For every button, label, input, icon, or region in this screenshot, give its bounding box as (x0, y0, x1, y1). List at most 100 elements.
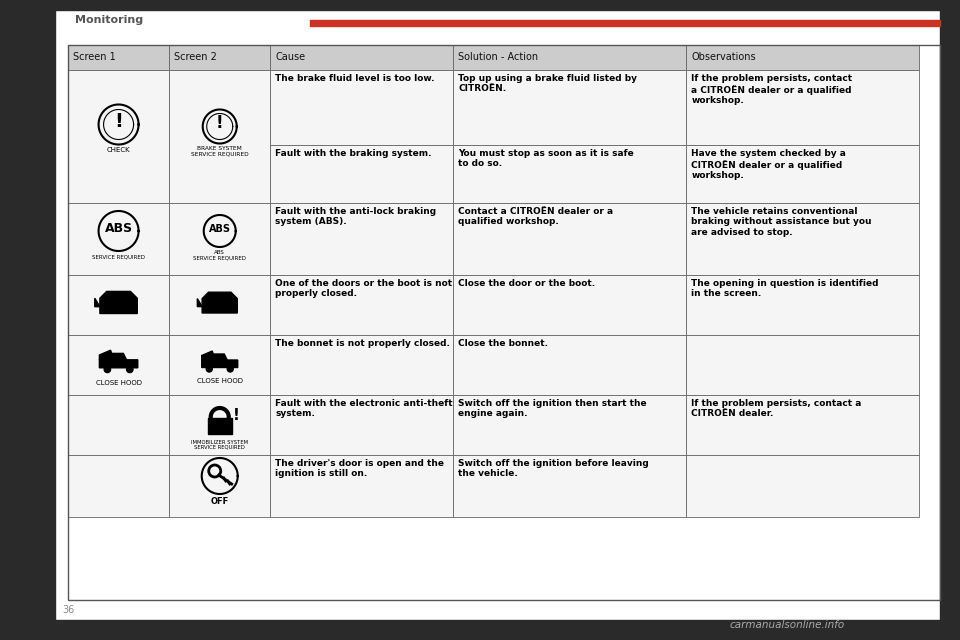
Bar (68, 335, 169, 395)
Text: Top up using a brake fluid listed by
CITROËN.: Top up using a brake fluid listed by CIT… (459, 74, 637, 93)
Bar (271, 45, 453, 70)
Circle shape (206, 366, 212, 372)
Bar (453, 275, 686, 335)
Bar (68, 275, 169, 335)
Bar (169, 203, 271, 275)
Bar (271, 395, 453, 455)
Bar (169, 395, 271, 455)
Bar (686, 335, 919, 395)
Polygon shape (100, 353, 138, 368)
Circle shape (127, 366, 133, 372)
Text: Have the system checked by a
CITROËN dealer or a qualified
workshop.: Have the system checked by a CITROËN dea… (691, 149, 846, 180)
Bar (310, 20, 940, 26)
Bar (271, 145, 453, 203)
Text: SERVICE REQUIRED: SERVICE REQUIRED (193, 255, 246, 260)
Bar (68, 203, 169, 275)
Bar (686, 455, 919, 517)
Text: ABS: ABS (105, 223, 132, 236)
Bar (453, 203, 686, 275)
Bar (453, 455, 686, 517)
Bar (271, 203, 453, 275)
Text: Solution - Action: Solution - Action (459, 52, 539, 63)
Bar (453, 395, 686, 455)
Text: Switch off the ignition before leaving
the vehicle.: Switch off the ignition before leaving t… (459, 459, 649, 479)
Text: SERVICE REQUIRED: SERVICE REQUIRED (194, 445, 245, 449)
Text: carmanualsonline.info: carmanualsonline.info (730, 620, 845, 630)
Bar (686, 70, 919, 145)
Text: One of the doors or the boot is not
properly closed.: One of the doors or the boot is not prop… (276, 279, 452, 298)
Text: SERVICE REQUIRED: SERVICE REQUIRED (191, 152, 249, 157)
Polygon shape (100, 350, 114, 360)
Text: Cause: Cause (276, 52, 305, 63)
Text: !: ! (233, 408, 240, 422)
Text: Screen 1: Screen 1 (73, 52, 116, 63)
Bar (686, 203, 919, 275)
Bar (453, 70, 686, 145)
Bar (271, 455, 453, 517)
Text: !: ! (216, 115, 224, 132)
Text: Monitoring: Monitoring (75, 15, 143, 25)
Bar (68, 395, 169, 455)
Bar (453, 45, 686, 70)
Text: IMMOBILIZER SYSTEM: IMMOBILIZER SYSTEM (191, 440, 249, 445)
Bar (686, 45, 919, 70)
Text: The vehicle retains conventional
braking without assistance but you
are advised : The vehicle retains conventional braking… (691, 207, 872, 237)
Text: You must stop as soon as it is safe
to do so.: You must stop as soon as it is safe to d… (459, 149, 635, 168)
Bar (0, 620, 960, 640)
Text: ABS: ABS (208, 224, 230, 234)
Bar (169, 335, 271, 395)
Bar (169, 275, 271, 335)
Bar (169, 45, 271, 70)
Text: Fault with the braking system.: Fault with the braking system. (276, 149, 432, 158)
Bar (271, 275, 453, 335)
Bar (271, 70, 453, 145)
Polygon shape (100, 291, 137, 314)
Text: The brake fluid level is too low.: The brake fluid level is too low. (276, 74, 435, 83)
Bar (68, 45, 940, 600)
Text: CLOSE HOOD: CLOSE HOOD (96, 380, 141, 386)
Bar (68, 70, 169, 203)
Text: Switch off the ignition then start the
engine again.: Switch off the ignition then start the e… (459, 399, 647, 419)
Text: 36: 36 (62, 605, 74, 615)
Text: If the problem persists, contact a
CITROËN dealer.: If the problem persists, contact a CITRO… (691, 399, 862, 419)
Text: Close the door or the boot.: Close the door or the boot. (459, 279, 595, 288)
Bar (68, 45, 169, 70)
Text: Fault with the electronic anti-theft
system.: Fault with the electronic anti-theft sys… (276, 399, 453, 419)
Bar (271, 335, 453, 395)
Text: Screen 2: Screen 2 (174, 52, 217, 63)
Text: ABS: ABS (214, 250, 225, 255)
Text: BRAKE SYSTEM: BRAKE SYSTEM (198, 146, 242, 151)
Bar (453, 145, 686, 203)
Polygon shape (203, 292, 237, 313)
Polygon shape (95, 298, 100, 307)
Text: SERVICE REQUIRED: SERVICE REQUIRED (92, 255, 145, 259)
Text: OFF: OFF (210, 497, 228, 506)
Bar (68, 455, 169, 517)
Bar (686, 395, 919, 455)
Bar (207, 418, 231, 434)
Bar (686, 275, 919, 335)
Polygon shape (202, 354, 238, 367)
Polygon shape (202, 351, 215, 360)
Bar (169, 70, 271, 203)
Text: CHECK: CHECK (107, 147, 131, 154)
Circle shape (228, 366, 233, 372)
Text: Contact a CITROËN dealer or a
qualified workshop.: Contact a CITROËN dealer or a qualified … (459, 207, 613, 227)
Bar (0, 0, 55, 640)
Bar (686, 145, 919, 203)
Circle shape (105, 366, 110, 372)
Text: Fault with the anti-lock braking
system (ABS).: Fault with the anti-lock braking system … (276, 207, 437, 227)
Text: The driver's door is open and the
ignition is still on.: The driver's door is open and the igniti… (276, 459, 444, 479)
Bar (940, 0, 960, 640)
Text: CLOSE HOOD: CLOSE HOOD (197, 378, 243, 384)
Bar (0, 0, 960, 10)
Text: Observations: Observations (691, 52, 756, 63)
Text: If the problem persists, contact
a CITROËN dealer or a qualified
workshop.: If the problem persists, contact a CITRO… (691, 74, 852, 105)
Text: Close the bonnet.: Close the bonnet. (459, 339, 548, 348)
Bar (169, 455, 271, 517)
Text: The bonnet is not properly closed.: The bonnet is not properly closed. (276, 339, 450, 348)
Polygon shape (198, 299, 203, 307)
Text: The opening in question is identified
in the screen.: The opening in question is identified in… (691, 279, 878, 298)
Bar (453, 335, 686, 395)
Text: !: ! (114, 112, 123, 131)
